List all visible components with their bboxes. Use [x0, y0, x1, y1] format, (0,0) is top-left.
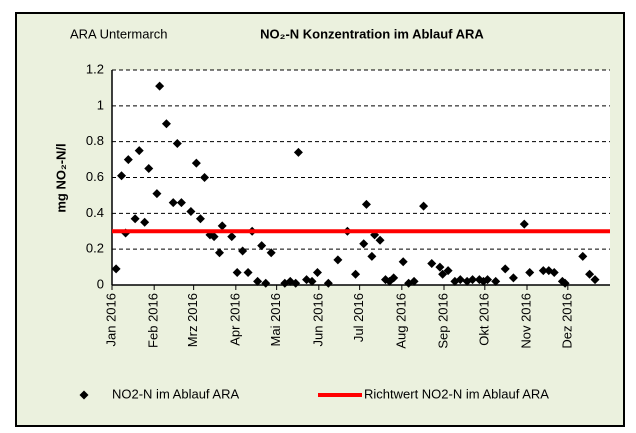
data-point — [293, 147, 303, 157]
data-point — [438, 269, 448, 279]
data-point — [214, 248, 224, 258]
data-point — [398, 257, 408, 267]
y-tick-label: 0.6 — [86, 169, 104, 184]
y-axis-label: mg NO₂-N/l — [53, 143, 68, 212]
data-point — [590, 275, 600, 285]
data-point — [200, 173, 210, 182]
data-point — [291, 278, 301, 288]
data-point — [409, 276, 419, 286]
data-point — [508, 273, 518, 283]
data-point — [307, 276, 317, 286]
data-point — [375, 235, 385, 245]
data-point — [238, 246, 248, 256]
legend-label: NO2-N im Ablauf ARA — [112, 386, 239, 401]
data-point — [176, 198, 186, 208]
data-point — [351, 269, 361, 279]
x-tick-label: Feb 2016 — [146, 293, 161, 348]
x-tick-label: Sep 2016 — [435, 293, 450, 349]
data-point — [455, 275, 465, 285]
data-point — [443, 266, 453, 276]
data-point — [333, 255, 343, 265]
data-point — [261, 278, 271, 288]
data-point — [427, 259, 437, 268]
data-point — [367, 251, 377, 261]
data-point — [195, 214, 205, 224]
x-tick-label: Jun 2016 — [310, 293, 325, 347]
data-point — [123, 155, 133, 165]
data-point — [227, 232, 237, 242]
data-point — [217, 221, 227, 231]
y-tick-label: 0.8 — [86, 133, 104, 148]
data-point — [585, 269, 595, 279]
x-tick-label: Apr 2016 — [227, 293, 242, 346]
data-point — [560, 278, 570, 288]
data-point — [152, 189, 162, 199]
data-point — [266, 248, 276, 258]
x-tick-label: Aug 2016 — [393, 293, 408, 349]
y-tick-label: 1 — [97, 97, 104, 112]
chart-title: NO₂-N Konzentration im Ablauf ARA — [260, 26, 484, 41]
data-point — [578, 251, 588, 261]
x-tick-label: Jul 2016 — [351, 293, 366, 342]
legend-label: Richtwert NO2-N im Ablauf ARA — [364, 386, 549, 401]
data-point — [538, 266, 548, 276]
x-tick-label: Mrz 2016 — [185, 293, 200, 347]
data-point — [155, 81, 165, 91]
data-point — [519, 219, 529, 229]
data-point — [483, 275, 493, 285]
x-tick-label: Dez 2016 — [559, 293, 574, 349]
data-point — [419, 201, 429, 211]
data-point — [134, 146, 144, 156]
data-point — [161, 119, 171, 129]
data-point — [435, 262, 445, 272]
data-point — [209, 232, 219, 242]
data-point — [186, 207, 196, 217]
y-tick-label: 0.4 — [86, 205, 104, 220]
data-point — [144, 164, 154, 174]
data-point — [491, 276, 501, 286]
y-tick-label: 1.2 — [86, 61, 104, 76]
data-point — [361, 199, 371, 209]
data-point — [525, 267, 535, 277]
data-point — [257, 241, 267, 251]
legend-marker — [79, 390, 89, 400]
data-point — [117, 171, 127, 181]
x-tick-label: Mai 2016 — [268, 293, 283, 346]
data-point — [243, 267, 253, 277]
data-point — [389, 273, 399, 283]
data-point — [468, 275, 478, 285]
data-point — [140, 217, 150, 227]
data-point — [359, 239, 369, 249]
data-point — [191, 158, 201, 168]
y-tick-label: 0 — [97, 276, 104, 291]
data-point — [549, 267, 559, 277]
data-point — [168, 198, 178, 208]
data-point — [130, 214, 140, 224]
annotation: ARA Untermarch — [70, 26, 168, 41]
data-point — [172, 138, 182, 148]
data-point — [232, 267, 242, 277]
x-tick-label: Nov 2016 — [518, 293, 533, 349]
y-tick-label: 0.2 — [86, 241, 104, 256]
data-point — [500, 264, 510, 274]
data-point — [111, 264, 121, 274]
x-tick-label: Okt 2016 — [476, 293, 491, 346]
x-tick-label: Jan 2016 — [103, 293, 118, 347]
data-point — [312, 267, 322, 277]
data-point — [323, 278, 333, 288]
data-point — [253, 276, 263, 286]
